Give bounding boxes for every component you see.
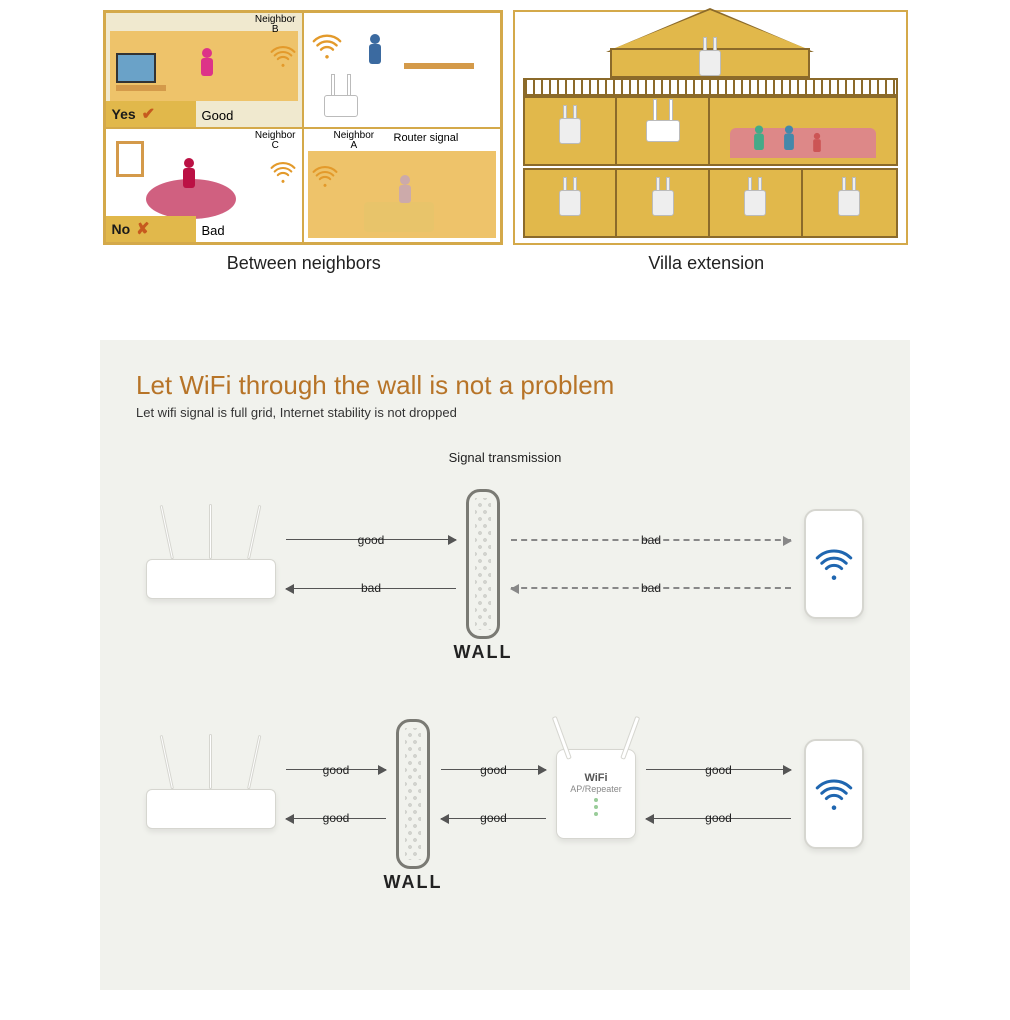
link-repeater-phone: good good — [646, 769, 791, 819]
link-label: good — [480, 763, 507, 777]
living-room — [710, 98, 896, 164]
wifi-icon — [270, 43, 296, 69]
phone-icon — [804, 509, 864, 619]
repeater-sublabel: AP/Repeater — [570, 784, 622, 794]
result-bar-yes: Yes ✔ — [106, 101, 196, 127]
wifi-icon — [815, 775, 853, 813]
x-icon: ✘ — [136, 219, 149, 239]
repeater-mini — [559, 190, 581, 216]
diagram-without-repeater: good bad WALL bad bad — [136, 469, 874, 659]
wall-label: WALL — [384, 872, 443, 893]
wall-icon: WALL — [396, 719, 430, 869]
link-label: good — [323, 763, 350, 777]
bottom-section: Let WiFi through the wall is not a probl… — [100, 340, 910, 990]
wall-icon: WALL — [466, 489, 500, 639]
villa-panel — [513, 10, 908, 245]
repeater-mini — [559, 118, 581, 144]
neighbor-tag-a: Neighbor A — [334, 131, 375, 151]
link-label: good — [705, 811, 732, 825]
check-icon: ✔ — [142, 104, 155, 124]
router-icon — [146, 529, 276, 599]
wifi-icon — [312, 163, 338, 189]
link-router-wall-2: good good — [286, 769, 386, 819]
caption-neighbors: Between neighbors — [103, 253, 506, 274]
transmission-label: Signal transmission — [136, 450, 874, 465]
top-section: Neighbor B Yes ✔ Good Neighbor — [103, 10, 908, 245]
neighbor-tag-b: Neighbor B — [255, 15, 296, 35]
wifi-icon — [312, 31, 342, 61]
result-yes-text: Yes — [112, 106, 136, 122]
result-no-text: No — [112, 221, 131, 237]
wifi-icon — [270, 159, 296, 185]
link-label: good — [323, 811, 350, 825]
neighbor-cell-a: Neighbor A Router signal — [303, 128, 501, 244]
repeater-mini — [744, 190, 766, 216]
caption-villa: Villa extension — [505, 253, 908, 274]
link-label: bad — [361, 581, 381, 595]
neighbor-cell-c: Neighbor C No ✘ Bad — [105, 128, 303, 244]
router-signal-label: Router signal — [394, 133, 459, 144]
router-mini — [646, 120, 680, 142]
router-mini — [324, 95, 358, 117]
link-label: bad — [641, 533, 661, 547]
wifi-icon — [815, 545, 853, 583]
repeater-mini — [838, 190, 860, 216]
quality-good: Good — [202, 108, 234, 123]
link-label: good — [480, 811, 507, 825]
wall-label: WALL — [454, 642, 513, 663]
subline: Let wifi signal is full grid, Internet s… — [136, 405, 874, 420]
link-label: bad — [641, 581, 661, 595]
neighbor-cell-b: Neighbor B Yes ✔ Good — [105, 12, 303, 128]
link-wall-phone: bad bad — [511, 539, 791, 589]
neighbor-tag-c: Neighbor C — [255, 131, 296, 151]
router-icon — [146, 759, 276, 829]
link-label: good — [705, 763, 732, 777]
repeater-icon: WiFi AP/Repeater — [556, 749, 636, 839]
link-wall-repeater: good good — [441, 769, 546, 819]
headline: Let WiFi through the wall is not a probl… — [136, 370, 874, 401]
phone-icon — [804, 739, 864, 849]
neighbor-cell-router — [303, 12, 501, 128]
repeater-mini — [652, 190, 674, 216]
repeater-label: WiFi — [584, 772, 607, 784]
link-router-wall: good bad — [286, 539, 456, 589]
quality-bad: Bad — [202, 223, 225, 238]
diagram-with-repeater: good good WALL good good WiFi AP/Repeate… — [136, 699, 874, 889]
result-bar-no: No ✘ — [106, 216, 196, 242]
link-label: good — [358, 533, 385, 547]
repeater-mini — [699, 50, 721, 76]
neighbors-panel: Neighbor B Yes ✔ Good Neighbor — [103, 10, 503, 245]
top-captions: Between neighbors Villa extension — [103, 253, 908, 274]
